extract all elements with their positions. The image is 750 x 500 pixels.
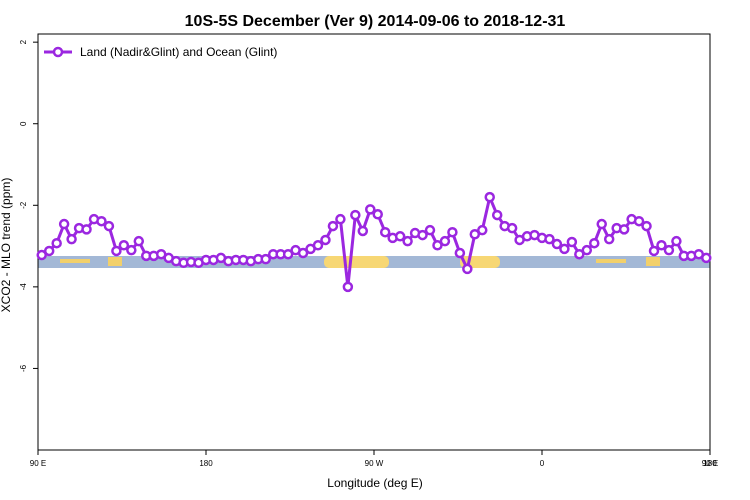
- data-point: [641, 220, 652, 232]
- data-point: [544, 233, 555, 245]
- data-point: [320, 234, 331, 246]
- data-point: [342, 281, 354, 293]
- data-point: [417, 229, 428, 241]
- data-point: [589, 237, 600, 249]
- x-tick-label: 180: [703, 459, 717, 468]
- data-point: [566, 236, 578, 248]
- data-point: [559, 243, 570, 255]
- data-point: [111, 245, 122, 257]
- data-point: [663, 244, 675, 256]
- data-point: [372, 209, 383, 220]
- x-tick-label: 90 E: [702, 459, 718, 468]
- data-point: [43, 245, 55, 257]
- land-ocean-strip: [38, 256, 710, 268]
- data-point: [551, 238, 563, 250]
- x-tick-label: 0: [540, 459, 545, 468]
- data-point: [297, 247, 309, 259]
- data-point: [633, 215, 645, 227]
- y-tick-label: -4: [19, 283, 28, 291]
- chart-title: 10S-5S December (Ver 9) 2014-09-06 to 20…: [185, 13, 566, 30]
- x-tick-label: 90 E: [30, 459, 46, 468]
- data-point: [402, 235, 413, 247]
- data-point: [133, 235, 145, 247]
- data-point: [66, 233, 77, 245]
- data-point: [603, 233, 615, 245]
- data-point: [379, 226, 391, 238]
- data-point: [454, 247, 466, 259]
- x-axis-label: Longitude (deg E): [327, 476, 422, 490]
- data-point: [424, 224, 436, 236]
- data-point: [312, 240, 324, 251]
- data-point: [282, 248, 294, 260]
- data-point: [260, 253, 271, 265]
- y-tick-label: -2: [19, 201, 28, 209]
- data-point: [671, 235, 682, 247]
- y-axis-label: XCO2 - MLO trend (ppm): [0, 178, 13, 313]
- data-point: [103, 220, 115, 232]
- data-point: [365, 204, 376, 215]
- legend-label: Land (Nadir&Glint) and Ocean (Glint): [80, 45, 277, 59]
- data-point: [477, 224, 488, 236]
- data-point: [656, 240, 667, 251]
- data-point: [596, 218, 607, 230]
- data-point: [439, 235, 451, 247]
- data-point: [506, 222, 518, 234]
- data-point: [357, 225, 369, 237]
- data-point: [96, 215, 107, 227]
- data-point: [447, 226, 458, 238]
- data-point: [118, 240, 130, 251]
- data-point: [51, 237, 62, 249]
- legend-marker: [52, 46, 64, 58]
- data-point: [701, 252, 712, 264]
- data-point: [81, 224, 92, 235]
- data-point: [58, 218, 70, 230]
- x-tick-label: 180: [199, 459, 213, 468]
- y-tick-label: 0: [19, 121, 28, 126]
- x-tick-label: 90 W: [365, 459, 384, 468]
- y-tick-label: 2: [19, 39, 28, 44]
- data-point: [469, 229, 481, 240]
- data-point: [491, 209, 503, 221]
- data-point: [618, 224, 630, 235]
- data-point: [484, 191, 495, 203]
- y-tick-label: -6: [19, 364, 28, 372]
- data-point: [581, 244, 593, 256]
- data-point: [126, 244, 137, 256]
- data-point: [327, 220, 339, 232]
- data-point: [394, 231, 406, 242]
- data-point: [432, 240, 443, 251]
- data-point: [36, 249, 47, 261]
- data-point: [462, 263, 473, 275]
- data-point: [648, 245, 660, 257]
- data-point: [574, 248, 585, 260]
- data-point: [335, 213, 346, 225]
- data-point: [350, 209, 361, 221]
